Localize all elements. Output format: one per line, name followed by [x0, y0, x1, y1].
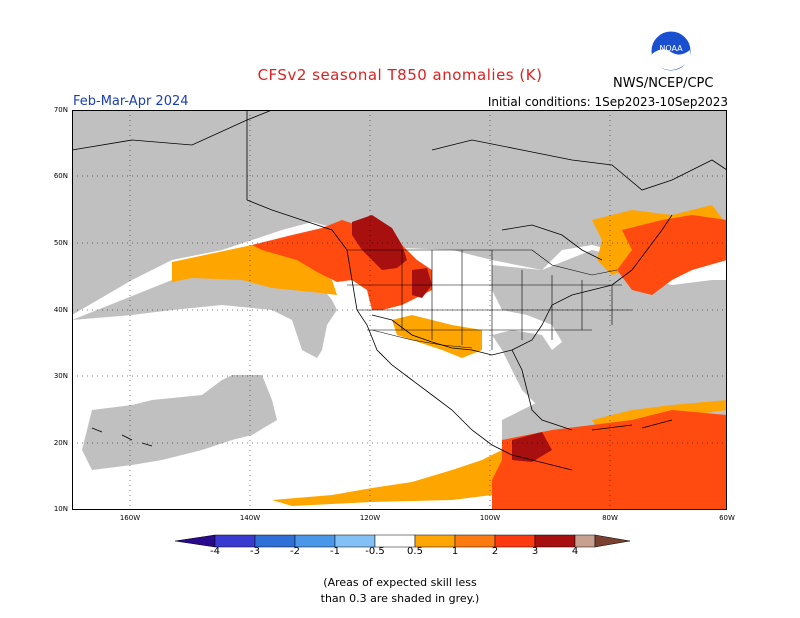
colorbar-tick-label: 1 — [451, 546, 459, 557]
lon-label: 120W — [359, 514, 381, 522]
lat-label: 50N — [53, 239, 68, 247]
colorbar-tick-label: -1 — [330, 546, 340, 557]
lat-label: 20N — [53, 439, 68, 447]
agency-label: NWS/NCEP/CPC — [613, 76, 714, 91]
colorbar-tick-label: 0.5 — [407, 546, 423, 557]
strong-anomaly-darkred — [352, 215, 552, 462]
political-borders — [347, 249, 632, 350]
lat-label: 60N — [53, 172, 68, 180]
season-label: Feb-Mar-Apr 2024 — [73, 94, 189, 109]
colorbar-tick-label: -3 — [250, 546, 260, 557]
skill-note: (Areas of expected skill less than 0.3 a… — [0, 575, 800, 607]
lon-label: 160W — [119, 514, 141, 522]
colorbar-tick-label: 4 — [571, 546, 579, 557]
colorbar-tick-label: 2 — [491, 546, 499, 557]
colorbar-tick-label: -2 — [290, 546, 300, 557]
coastlines — [72, 110, 727, 471]
skill-note-line: (Areas of expected skill less — [323, 576, 477, 589]
lat-label: 10N — [53, 505, 68, 513]
lat-label: 30N — [53, 372, 68, 380]
colorbar — [175, 534, 630, 548]
svg-text:NOAA: NOAA — [659, 44, 683, 53]
lon-label: 60W — [719, 514, 735, 522]
noaa-logo: NOAA — [650, 30, 692, 72]
lon-label: 80W — [602, 514, 618, 522]
graticule — [72, 110, 727, 510]
anomaly-map — [72, 110, 727, 510]
colorbar-tick-label: -0.5 — [365, 546, 385, 557]
lat-label: 70N — [53, 106, 68, 114]
colorbar-tick-label: 3 — [531, 546, 539, 557]
map-title: CFSv2 seasonal T850 anomalies (K) — [257, 66, 543, 84]
lon-label: 140W — [239, 514, 261, 522]
lon-label: 100W — [479, 514, 501, 522]
initial-conditions-label: Initial conditions: 1Sep2023-10Sep2023 — [487, 95, 728, 109]
skill-note-line: than 0.3 are shaded in grey.) — [320, 592, 480, 605]
lat-label: 40N — [53, 306, 68, 314]
colorbar-tick-label: -4 — [210, 546, 220, 557]
